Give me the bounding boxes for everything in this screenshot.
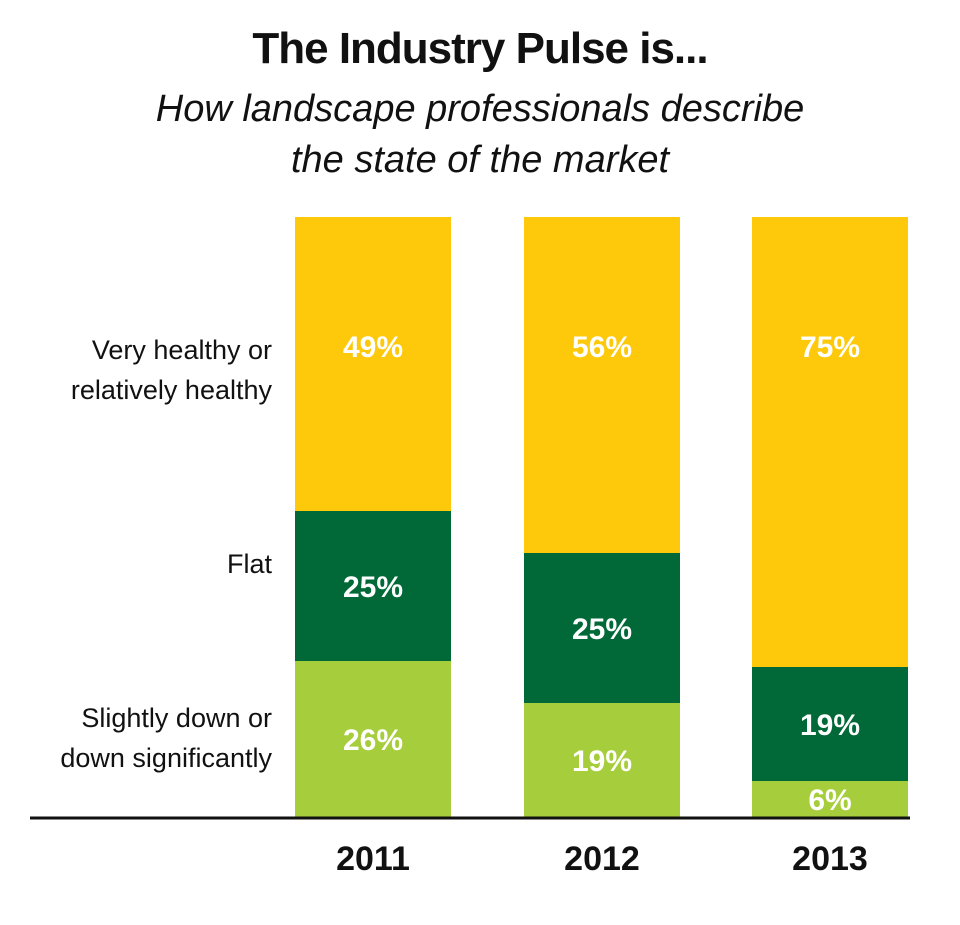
chart-title: The Industry Pulse is... bbox=[252, 24, 708, 73]
bar-segment-2012-0 bbox=[524, 703, 680, 817]
bar-segment-2013-0 bbox=[752, 781, 908, 817]
data-label-2012-0: 19% bbox=[572, 745, 632, 778]
bar-segment-2013-1 bbox=[752, 667, 908, 781]
data-label-2013-2: 75% bbox=[800, 331, 860, 364]
legend-label-flat-line-1: Flat bbox=[226, 549, 272, 579]
data-label-2011-0: 26% bbox=[343, 724, 403, 757]
bar-segment-2011-0 bbox=[295, 661, 451, 817]
data-label-2012-1: 25% bbox=[572, 613, 632, 646]
chart-subtitle: How landscape professionals describe the… bbox=[80, 84, 880, 186]
legend-label-healthy-line-1: Very healthy or bbox=[91, 335, 272, 365]
data-label-2011-2: 49% bbox=[343, 331, 403, 364]
x-tick-label-2013: 2013 bbox=[792, 840, 868, 878]
legend-label-down-line-1: Slightly down or bbox=[81, 703, 272, 733]
legend-label-down: Slightly down or down significantly bbox=[0, 698, 272, 778]
bar-segment-2011-1 bbox=[295, 511, 451, 661]
data-label-2012-2: 56% bbox=[572, 331, 632, 364]
bar-segment-2013-2 bbox=[752, 217, 908, 667]
subtitle-line-1: How landscape professionals describe bbox=[155, 88, 805, 130]
data-label-2011-1: 25% bbox=[343, 571, 403, 604]
legend-label-down-line-2: down significantly bbox=[60, 743, 272, 773]
x-tick-label-2011: 2011 bbox=[336, 840, 410, 878]
bar-segment-2011-2 bbox=[295, 217, 451, 511]
legend-label-healthy: Very healthy or relatively healthy bbox=[0, 330, 272, 410]
subtitle-line-2: the state of the market bbox=[290, 139, 670, 181]
x-tick-label-2012: 2012 bbox=[564, 840, 640, 878]
legend-label-healthy-line-2: relatively healthy bbox=[70, 375, 272, 405]
data-label-2013-0: 6% bbox=[808, 784, 851, 817]
bar-segment-2012-2 bbox=[524, 217, 680, 553]
bar-segment-2012-1 bbox=[524, 553, 680, 703]
data-label-2013-1: 19% bbox=[800, 709, 860, 742]
legend-label-flat: Flat bbox=[0, 544, 272, 584]
